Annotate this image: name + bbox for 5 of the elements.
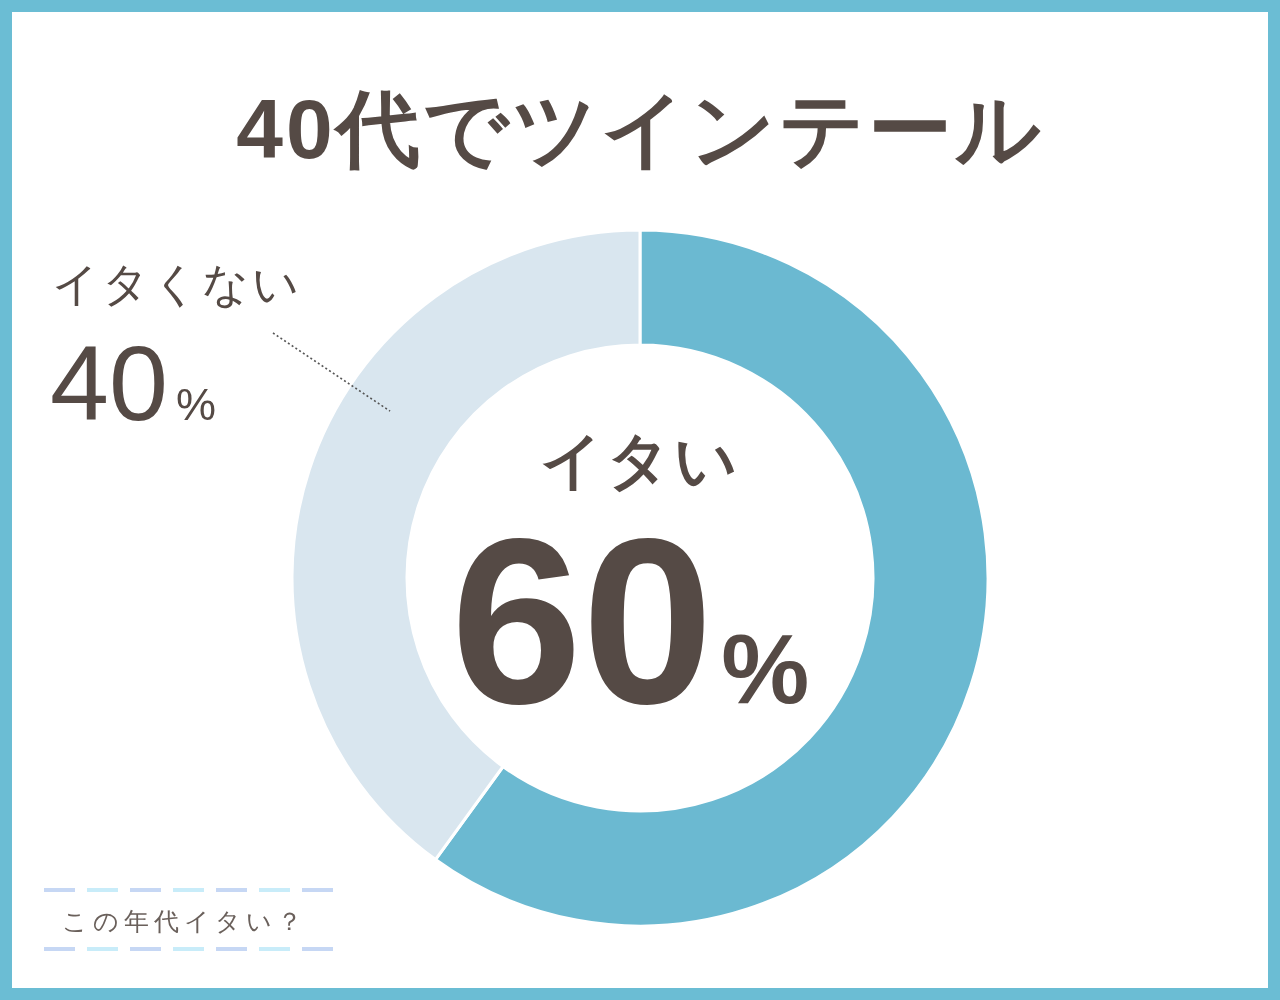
chart-title: 40代でツインテール bbox=[236, 82, 1044, 176]
data-label: 40% bbox=[50, 324, 216, 442]
slice-label: イタい bbox=[539, 426, 741, 495]
text: この年代イタい？ bbox=[61, 907, 307, 935]
slice-label: イタくない bbox=[52, 258, 302, 310]
